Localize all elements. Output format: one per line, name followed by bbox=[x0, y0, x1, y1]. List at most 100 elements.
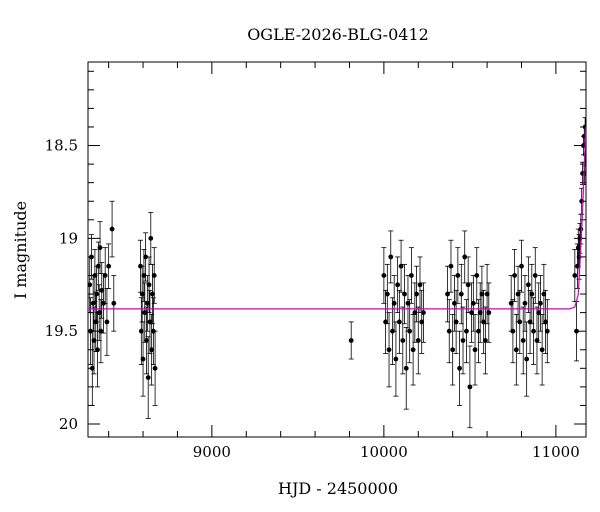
data-point bbox=[94, 291, 100, 297]
data-point bbox=[582, 124, 586, 130]
data-point bbox=[524, 356, 530, 362]
data-point bbox=[583, 152, 586, 158]
data-point bbox=[145, 375, 151, 380]
data-point bbox=[578, 226, 584, 232]
data-point bbox=[539, 347, 545, 353]
chart-title: OGLE-2026-BLG-0412 bbox=[247, 25, 429, 44]
data-point bbox=[96, 310, 102, 316]
data-point bbox=[106, 263, 112, 269]
model-curve bbox=[88, 126, 586, 310]
data-point bbox=[415, 338, 421, 343]
data-point bbox=[90, 300, 96, 306]
data-point bbox=[462, 254, 468, 260]
data-point bbox=[574, 328, 579, 334]
data-point bbox=[482, 338, 488, 343]
data-point bbox=[484, 291, 490, 297]
data-point bbox=[400, 338, 406, 343]
data-point bbox=[148, 235, 154, 241]
data-point bbox=[458, 291, 464, 297]
data-point bbox=[147, 319, 153, 325]
data-point bbox=[419, 319, 425, 325]
y-tick-label: 19 bbox=[59, 229, 78, 247]
data-point bbox=[515, 291, 521, 297]
data-point bbox=[572, 273, 578, 278]
data-point bbox=[95, 347, 100, 353]
data-point bbox=[538, 300, 543, 306]
data-point bbox=[414, 291, 419, 297]
y-axis-label: I magnitude bbox=[11, 201, 30, 299]
x-tick-label: 11000 bbox=[532, 443, 580, 461]
data-point bbox=[141, 273, 147, 278]
data-point bbox=[486, 310, 492, 316]
data-point bbox=[512, 273, 518, 278]
data-point bbox=[97, 245, 103, 251]
data-point bbox=[140, 356, 146, 362]
data-point bbox=[403, 365, 409, 371]
data-point bbox=[381, 273, 387, 278]
data-point bbox=[469, 310, 475, 316]
data-point bbox=[111, 300, 117, 306]
data-point bbox=[421, 310, 426, 316]
data-point bbox=[532, 273, 538, 278]
data-point bbox=[410, 347, 416, 353]
data-point bbox=[99, 287, 105, 293]
data-point bbox=[541, 291, 547, 297]
data-point bbox=[476, 328, 481, 334]
data-point bbox=[536, 310, 542, 316]
data-point bbox=[479, 291, 485, 297]
data-point bbox=[460, 338, 466, 343]
data-point bbox=[450, 347, 456, 353]
data-point bbox=[146, 282, 152, 288]
data-point bbox=[477, 310, 483, 316]
data-point bbox=[98, 328, 104, 334]
plot-area: 9000 10000 11000 18.5 19 19.5 20 bbox=[45, 61, 587, 461]
data-point bbox=[395, 282, 401, 288]
data-point bbox=[467, 384, 473, 390]
data-point bbox=[417, 282, 423, 288]
data-point bbox=[519, 263, 524, 269]
data-point bbox=[465, 282, 471, 288]
plot-frame bbox=[87, 61, 587, 438]
data-point bbox=[383, 319, 388, 325]
data-point bbox=[470, 300, 476, 306]
data-point bbox=[510, 328, 516, 334]
data-point bbox=[143, 254, 149, 260]
data-point bbox=[104, 319, 110, 325]
data-point bbox=[398, 263, 404, 269]
data-point bbox=[138, 328, 144, 334]
data-point bbox=[448, 263, 454, 269]
x-axis-label: HJD - 2450000 bbox=[278, 479, 398, 498]
data-point bbox=[412, 310, 418, 316]
data-point bbox=[95, 263, 101, 269]
data-point bbox=[142, 310, 148, 316]
data-point bbox=[151, 273, 157, 278]
data-point bbox=[455, 273, 461, 278]
data-point bbox=[89, 254, 94, 260]
data-point bbox=[92, 273, 98, 278]
data-point bbox=[139, 291, 145, 297]
data-point bbox=[402, 291, 407, 297]
data-point bbox=[452, 300, 457, 306]
data-point bbox=[525, 282, 531, 288]
data-point bbox=[544, 328, 550, 334]
data-point bbox=[386, 347, 392, 353]
x-tick-label: 10000 bbox=[360, 443, 408, 461]
data-point bbox=[513, 347, 519, 353]
data-point bbox=[348, 338, 354, 343]
data-point bbox=[407, 328, 413, 334]
data-point bbox=[474, 273, 480, 278]
data-point bbox=[88, 282, 93, 288]
data-point bbox=[445, 291, 450, 297]
y-tick-label: 18.5 bbox=[45, 137, 78, 155]
data-point bbox=[481, 319, 487, 325]
y-tick-label: 20 bbox=[59, 415, 78, 433]
data-point bbox=[543, 319, 548, 325]
data-point bbox=[508, 300, 514, 306]
data-point bbox=[472, 347, 478, 353]
data-point bbox=[144, 300, 150, 306]
data-point bbox=[149, 347, 155, 353]
data-layer bbox=[88, 117, 586, 429]
data-point bbox=[453, 319, 459, 325]
data-point bbox=[517, 319, 523, 325]
